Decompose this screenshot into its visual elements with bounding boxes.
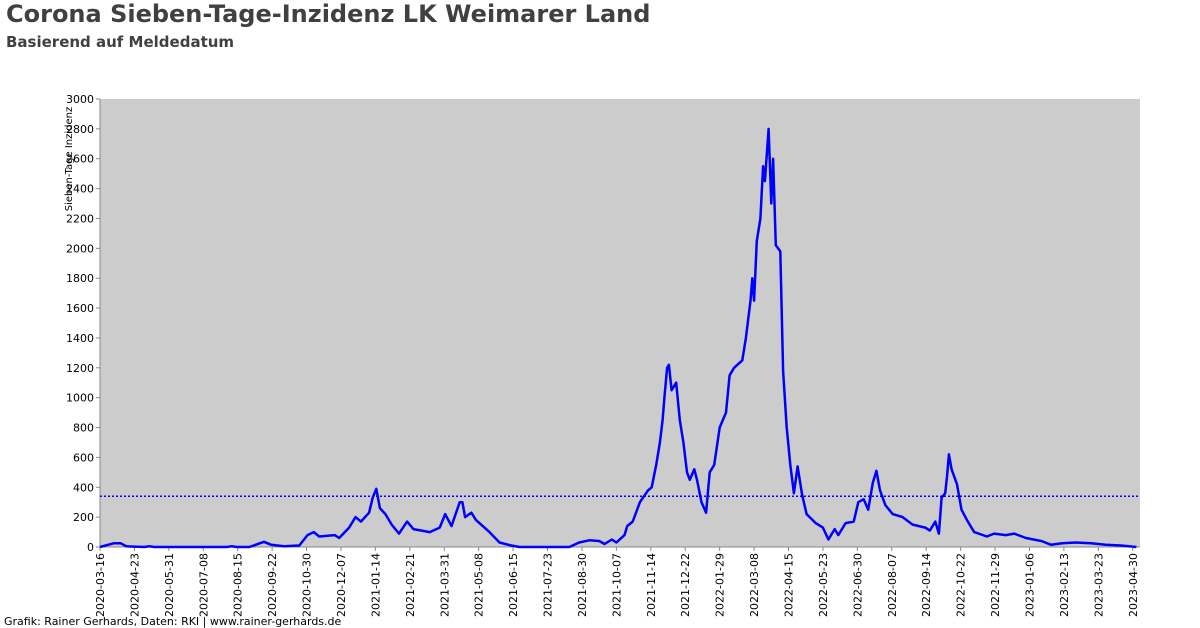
x-tick-label: 2023-02-13 bbox=[1058, 553, 1071, 617]
x-tick-label: 2022-04-15 bbox=[783, 553, 796, 617]
x-tick-label: 2021-10-07 bbox=[610, 553, 623, 617]
y-tick-label: 3000 bbox=[66, 93, 94, 106]
y-tick-label: 2400 bbox=[66, 183, 94, 196]
chart-title: Corona Sieben-Tage-Inzidenz LK Weimarer … bbox=[6, 0, 650, 28]
y-tick-label: 0 bbox=[87, 541, 94, 554]
x-tick-label: 2021-11-14 bbox=[645, 553, 658, 617]
footer: Grafik: Rainer Gerhards, Daten: RKI | ww… bbox=[4, 615, 342, 628]
x-tick-label: 2021-02-21 bbox=[404, 553, 417, 617]
x-tick-label: 2022-06-30 bbox=[851, 553, 864, 617]
y-tick-label: 1000 bbox=[66, 392, 94, 405]
x-tick-label: 2021-08-30 bbox=[576, 553, 589, 617]
x-tick-label: 2022-10-22 bbox=[955, 553, 968, 617]
x-tick-label: 2021-07-23 bbox=[542, 553, 555, 617]
data-line bbox=[99, 127, 1137, 549]
x-tick-label: 2022-01-29 bbox=[714, 553, 727, 617]
y-tick-label: 2000 bbox=[66, 242, 94, 255]
y-tick-label: 600 bbox=[73, 451, 94, 464]
y-tick-label: 800 bbox=[73, 422, 94, 435]
x-tick-label: 2022-11-29 bbox=[989, 553, 1002, 617]
y-tick-label: 2600 bbox=[66, 153, 94, 166]
x-tick-label: 2020-05-31 bbox=[163, 553, 176, 617]
x-tick-label: 2023-01-06 bbox=[1023, 553, 1036, 617]
plot-area bbox=[100, 99, 1140, 547]
x-tick-label: 2020-10-30 bbox=[301, 553, 314, 617]
x-tick-label: 2022-03-08 bbox=[748, 553, 761, 617]
x-tick-label: 2022-08-07 bbox=[886, 553, 899, 617]
x-tick-label: 2022-05-23 bbox=[817, 553, 830, 617]
x-tick-label: 2020-07-08 bbox=[197, 553, 210, 617]
y-tick-label: 200 bbox=[73, 511, 94, 524]
y-tick-label: 2200 bbox=[66, 212, 94, 225]
x-tick-label: 2020-12-07 bbox=[335, 553, 348, 617]
y-tick-label: 1800 bbox=[66, 272, 94, 285]
x-tick-label: 2022-09-14 bbox=[920, 553, 933, 617]
x-tick-label: 2021-03-31 bbox=[438, 553, 451, 617]
x-tick-label: 2020-04-23 bbox=[128, 553, 141, 617]
chart-subtitle: Basierend auf Meldedatum bbox=[6, 33, 234, 51]
y-axis-label: Sieben-Tage Inzidenz bbox=[64, 107, 75, 211]
x-tick-label: 2020-09-22 bbox=[266, 553, 279, 617]
x-tick-label: 2021-06-15 bbox=[507, 553, 520, 617]
y-tick-label: 1600 bbox=[66, 302, 94, 315]
x-tick-label: 2023-04-30 bbox=[1127, 553, 1140, 617]
x-tick-label: 2020-08-15 bbox=[232, 553, 245, 617]
x-tick-label: 2021-12-22 bbox=[679, 553, 692, 617]
x-tick-label: 2020-03-16 bbox=[94, 553, 107, 617]
y-tick-label: 1400 bbox=[66, 332, 94, 345]
y-tick-label: 400 bbox=[73, 481, 94, 494]
x-tick-label: 2021-01-14 bbox=[369, 553, 382, 617]
x-tick-label: 2023-03-23 bbox=[1092, 553, 1105, 617]
y-tick-label: 2800 bbox=[66, 123, 94, 136]
x-tick-label: 2021-05-08 bbox=[473, 553, 486, 617]
y-tick-label: 1200 bbox=[66, 362, 94, 375]
